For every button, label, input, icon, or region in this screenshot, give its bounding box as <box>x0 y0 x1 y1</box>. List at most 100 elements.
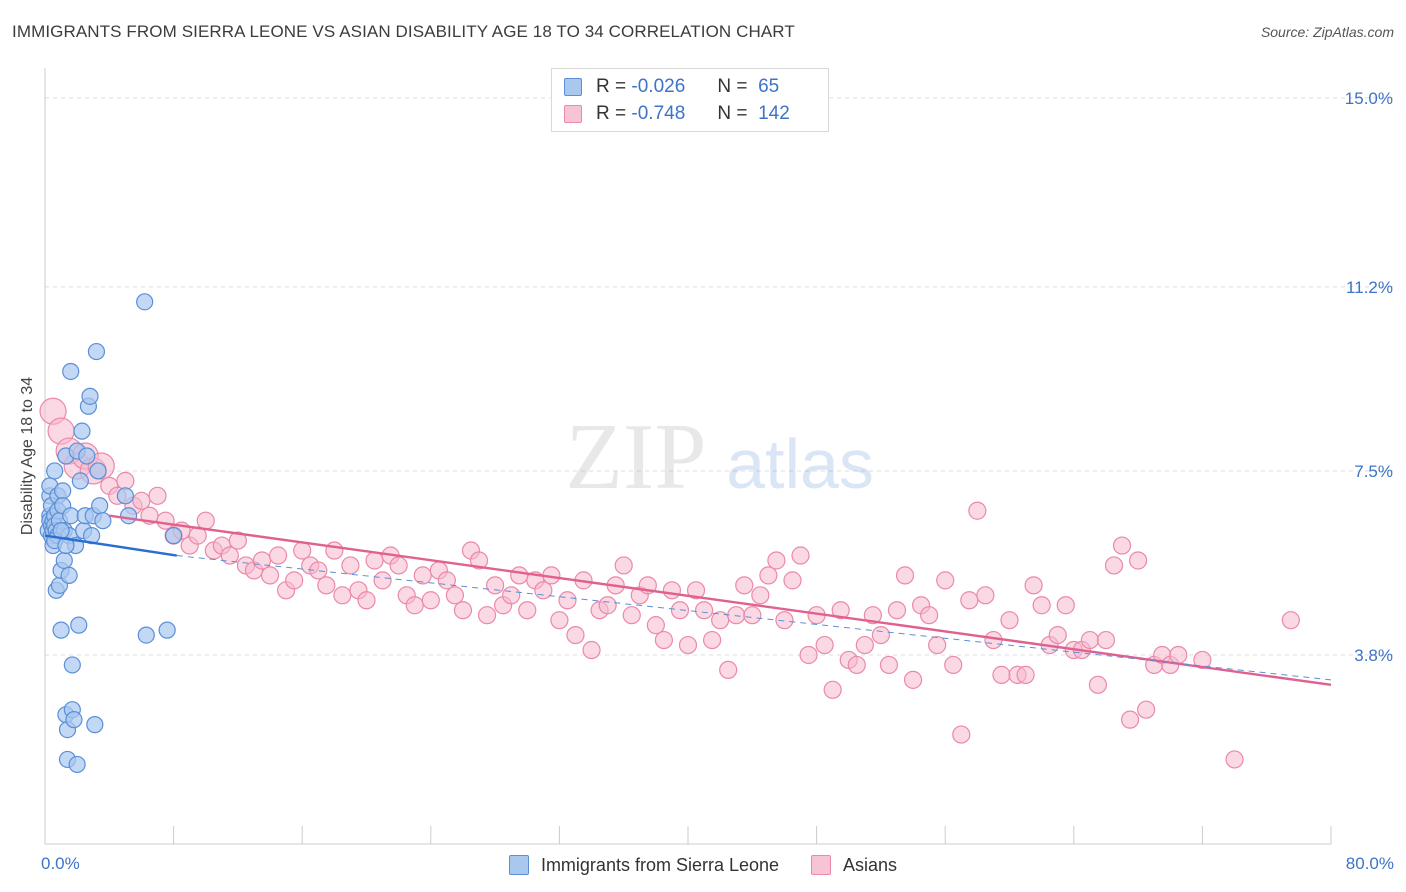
sierra-leone-point <box>137 626 155 644</box>
stats-legend: R = -0.026 N = 65 R = -0.748 N = 142 <box>551 68 829 132</box>
asians-point <box>831 601 850 620</box>
sierra-leone-point <box>78 447 96 465</box>
asians-point <box>389 556 408 575</box>
asians-point <box>582 640 601 660</box>
asians-point <box>1225 750 1244 769</box>
asians-point <box>598 596 617 615</box>
asians-point <box>260 566 280 585</box>
asians-point <box>477 606 497 625</box>
asians-point <box>252 551 272 570</box>
legend-label-sierra-leone: Immigrants from Sierra Leone <box>540 854 780 875</box>
asians-point <box>502 586 521 605</box>
asians-point <box>767 551 786 570</box>
asians-point <box>879 655 899 675</box>
asians-point <box>1000 611 1019 630</box>
asians-point <box>285 571 304 590</box>
watermark-atlas: atlas <box>726 425 874 503</box>
sierra-leone-trendline <box>44 534 177 557</box>
asians-point <box>614 556 633 575</box>
sierra-leone-point <box>54 482 72 500</box>
asians-point <box>317 576 336 595</box>
legend-n-label: N = <box>717 76 748 97</box>
sierra-leone-point <box>71 472 89 490</box>
series-legend: Immigrants from Sierra Leone Asians <box>0 852 1406 878</box>
legend-r-value: -0.748 <box>631 103 686 124</box>
sierra-leone-point <box>116 487 134 505</box>
sierra-leone-point <box>94 512 112 530</box>
sierra-leone-point <box>91 497 109 515</box>
sierra-leone-point <box>60 566 78 585</box>
asians-point <box>847 655 866 675</box>
trendlines <box>44 514 1332 687</box>
asians-point <box>293 541 312 560</box>
asians-point <box>333 586 352 605</box>
legend-r-value: -0.026 <box>631 76 686 97</box>
asians-point <box>357 591 376 610</box>
asians-point <box>325 541 344 560</box>
y-tick-label: 11.2% <box>1346 278 1393 297</box>
asians-point <box>453 601 473 620</box>
asians-point <box>196 511 215 530</box>
sierra-leone-point <box>62 507 80 525</box>
asians-point <box>445 586 465 605</box>
asians-point <box>968 501 987 520</box>
x-tick-label: 0.0% <box>41 854 80 873</box>
asians-point <box>228 531 247 550</box>
legend-swatch-pink <box>564 105 582 123</box>
asians-point <box>670 601 690 620</box>
legend-n-value: 65 <box>758 76 780 97</box>
asians-point <box>1080 630 1099 650</box>
asians-point <box>719 660 738 680</box>
asians-point <box>1056 596 1075 615</box>
asians-point <box>550 611 569 630</box>
asians-point <box>486 576 505 595</box>
asians-point <box>220 546 239 565</box>
sierra-leone-point <box>46 462 64 480</box>
series-asians <box>39 397 1300 769</box>
asians-point <box>791 546 810 565</box>
sierra-leone-point <box>65 711 83 729</box>
sierra-leone-point <box>158 621 176 639</box>
legend-swatch-pink <box>811 855 832 875</box>
legend-r-label: R = <box>596 76 627 97</box>
asians-point <box>566 625 585 645</box>
x-tick-label: 80.0% <box>1346 854 1394 873</box>
asians-point <box>148 486 167 505</box>
sierra-leone-point <box>62 362 80 381</box>
sierra-leone-point <box>55 551 73 570</box>
sierra-leone-point <box>136 293 154 311</box>
sierra-leone-point <box>68 755 86 774</box>
asians-point <box>558 591 577 610</box>
asians-point <box>727 606 746 625</box>
asians-point <box>1096 630 1116 650</box>
y-tick-label: 15.0% <box>1345 89 1393 108</box>
sierra-leone-point <box>70 616 88 634</box>
asians-point <box>678 635 698 655</box>
axes <box>44 68 1332 845</box>
legend-item-asians: Asians <box>811 855 897 876</box>
asians-point <box>823 680 842 699</box>
sierra-leone-point <box>81 387 99 405</box>
y-tick-label: 3.8% <box>1354 646 1393 665</box>
asians-point <box>1137 700 1156 719</box>
asians-point <box>1024 576 1043 595</box>
asians-point <box>662 581 682 600</box>
asians-point <box>156 511 175 530</box>
legend-row-sierra-leone: R = -0.026 N = 65 <box>564 75 779 99</box>
legend-swatch-blue <box>564 78 582 96</box>
asians-point <box>871 625 891 645</box>
asians-point <box>1169 645 1188 665</box>
asians-trendline <box>109 514 1332 687</box>
legend-r-label: R = <box>596 103 627 124</box>
asians-point <box>1016 665 1035 684</box>
asians-point <box>365 551 384 570</box>
legend-swatch-blue <box>508 855 529 875</box>
sierra-leone-point <box>52 621 70 639</box>
tick-labels: 3.8% 7.5% 11.2% 15.0% 0.0% 80.0% <box>41 89 1394 873</box>
asians-point <box>799 645 818 665</box>
asians-point <box>510 566 529 585</box>
asians-point <box>341 556 360 575</box>
asians-point <box>743 606 762 625</box>
asians-point <box>952 725 971 744</box>
asians-point <box>751 586 770 605</box>
